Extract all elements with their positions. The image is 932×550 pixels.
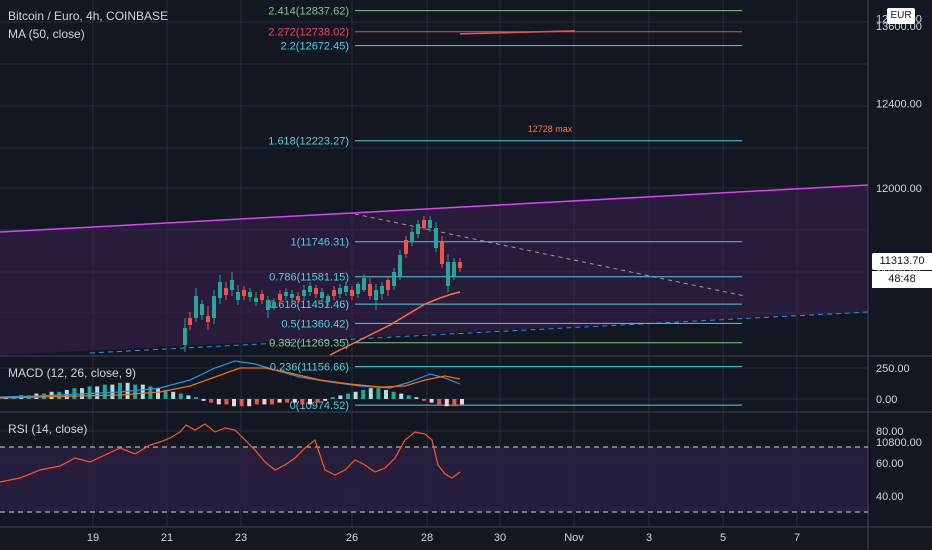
max-marker-line (459, 30, 576, 35)
fib-level-label: 0.786(11581.15) (269, 272, 349, 284)
time-axis-label: Nov (564, 532, 584, 544)
rsi-axis[interactable]: 80.00 60.00 40.00 (876, 426, 904, 503)
time-axis[interactable]: 19 21 23 26 28 30 Nov 3 5 7 (87, 532, 800, 544)
fib-level-label: 2.272(12738.02) (268, 27, 349, 39)
macd-line (0, 360, 461, 398)
macd-axis[interactable]: 250.00 0.00 (876, 363, 910, 406)
candlestick-series (183, 216, 462, 352)
fib-level-label: 0.382(11269.35) (269, 338, 349, 350)
macd-legend[interactable]: MACD (12, 26, close, 9) (8, 366, 137, 380)
price-axis-label: 10800.00 (876, 437, 922, 449)
channel-fill (0, 185, 868, 355)
fib-level-label: 0.236(11156.66) (270, 362, 349, 374)
fib-level-label: 0(10974.52) (290, 400, 349, 412)
fib-level-label: 1(11746.31) (290, 237, 349, 249)
time-axis-label: 21 (161, 532, 173, 544)
rsi-axis-label: 40.00 (876, 491, 904, 503)
time-axis-label: 3 (646, 532, 652, 544)
fib-level-label: 0.5(11360.42) (281, 318, 349, 330)
time-axis-label: 23 (235, 532, 247, 544)
fib-level-label: 2.2(12672.45) (281, 41, 350, 53)
ma-legend[interactable]: MA (50, close) (8, 27, 85, 41)
macd-axis-label: 0.00 (876, 394, 897, 406)
rsi-axis-label: 80.00 (876, 426, 904, 438)
moving-average-line (329, 291, 461, 356)
fib-level-label: 0.618(11451.46) (269, 299, 349, 311)
channel-upper-line[interactable] (0, 184, 869, 233)
time-axis-label: 7 (794, 532, 800, 544)
rsi-line (0, 423, 461, 483)
price-axis-label: 12400.00 (876, 98, 922, 110)
time-axis-label: 28 (421, 532, 433, 544)
rsi-axis-label: 60.00 (876, 458, 904, 470)
macd-axis-label: 250.00 (876, 363, 910, 375)
price-axis-label: 12000.00 (876, 183, 922, 195)
chart-title: Bitcoin / Euro, 4h, COINBASE (8, 9, 169, 23)
time-axis-label: 30 (494, 532, 506, 544)
fib-level-label: 1.618(12223.27) (268, 136, 349, 148)
current-price-badge: 11313.70 (872, 253, 932, 270)
fibonacci-extension[interactable]: 2.618(12995.06)2.414(12837.62)2.272(1273… (268, 0, 742, 412)
fib-level-label: 2.414(12837.62) (268, 6, 349, 18)
price-axis-label-top: 13600.00 (876, 21, 922, 33)
currency-badge[interactable]: EUR (887, 8, 915, 24)
time-axis-label: 26 (346, 532, 358, 544)
channel-lower-dashed-line[interactable] (89, 311, 869, 354)
max-label: 12728 max (528, 124, 573, 134)
time-axis-label: 5 (720, 532, 726, 544)
bar-countdown-badge: 48:48 (872, 271, 932, 288)
rsi-band (0, 447, 868, 512)
rsi-legend[interactable]: RSI (14, close) (8, 422, 88, 436)
macd-signal-line (0, 367, 461, 399)
time-axis-label: 19 (87, 532, 99, 544)
